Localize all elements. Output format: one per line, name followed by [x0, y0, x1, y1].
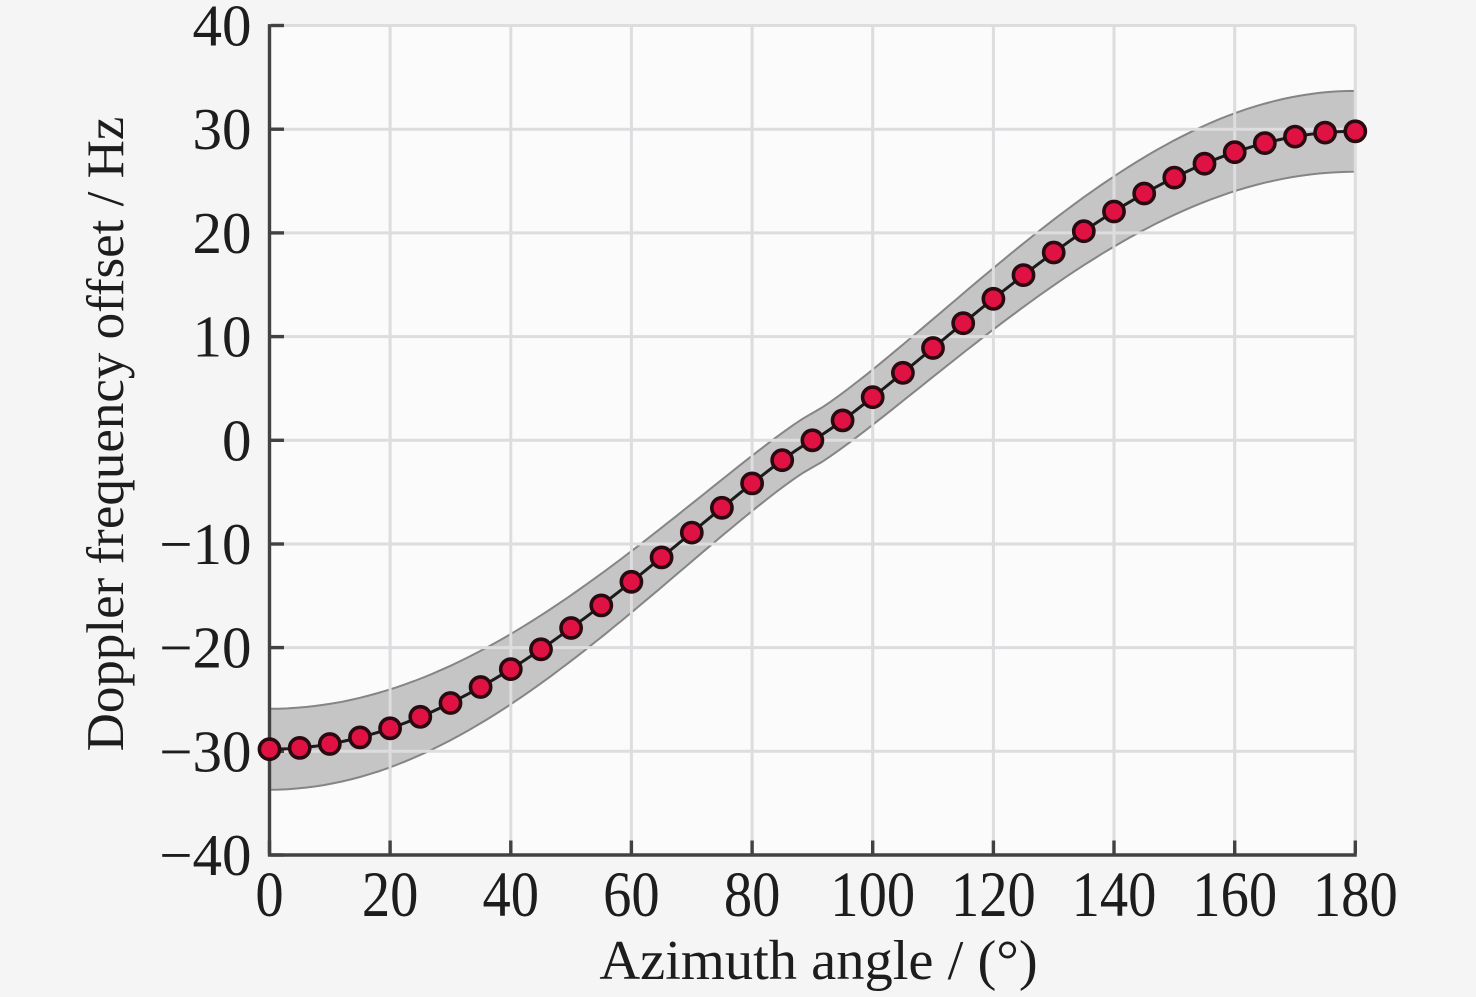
svg-text:100: 100 [830, 859, 915, 930]
svg-text:60: 60 [603, 859, 660, 930]
svg-text:−40: −40 [159, 822, 251, 888]
svg-text:Azimuth angle / (°): Azimuth angle / (°) [599, 930, 1037, 992]
svg-text:Doppler frequency offset / Hz: Doppler frequency offset / Hz [77, 117, 135, 752]
svg-text:120: 120 [951, 859, 1036, 930]
svg-text:160: 160 [1192, 859, 1277, 930]
svg-text:−30: −30 [159, 718, 251, 784]
svg-text:30: 30 [193, 96, 252, 162]
svg-text:80: 80 [724, 859, 781, 930]
svg-text:20: 20 [362, 859, 419, 930]
svg-text:0: 0 [255, 859, 283, 930]
svg-text:40: 40 [483, 859, 540, 930]
svg-text:0: 0 [222, 407, 252, 473]
svg-text:20: 20 [193, 200, 252, 266]
svg-text:40: 40 [193, 0, 252, 59]
svg-text:180: 180 [1313, 859, 1398, 930]
svg-text:−20: −20 [159, 615, 251, 681]
svg-text:140: 140 [1072, 859, 1157, 930]
svg-text:10: 10 [193, 304, 252, 370]
svg-text:−10: −10 [159, 511, 251, 577]
